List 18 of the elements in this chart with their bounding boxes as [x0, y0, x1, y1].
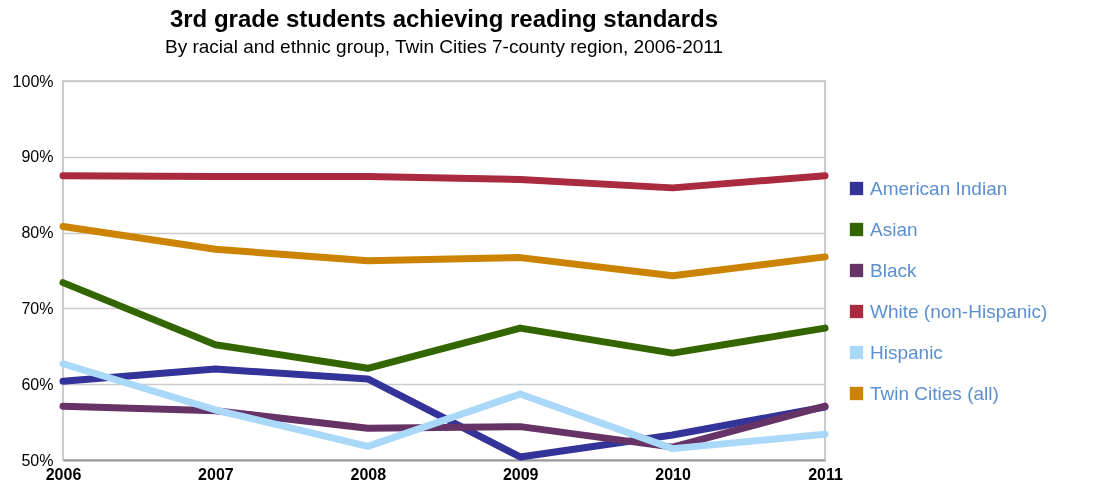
legend-label: Twin Cities (all)	[870, 382, 999, 404]
legend-label: Hispanic	[870, 341, 943, 363]
legend-label: Black	[870, 259, 917, 281]
legend-label: American Indian	[870, 177, 1008, 199]
y-tick-label: 60%	[21, 375, 54, 393]
chart-title: 3rd grade students achieving reading standards	[169, 5, 719, 32]
x-tick-label: 2010	[655, 465, 691, 483]
y-tick-label: 70%	[21, 299, 54, 317]
x-tick-label: 2009	[502, 465, 539, 483]
x-tick-label: 2011	[808, 465, 843, 483]
y-tick-label: 80%	[21, 224, 54, 242]
x-tick-label: 2007	[198, 465, 234, 483]
legend-label: White (non-Hispanic)	[870, 300, 1048, 322]
y-tick-label: 90%	[21, 148, 54, 166]
y-tick-label: 100%	[12, 72, 54, 90]
x-tick-label: 2008	[350, 465, 387, 483]
legend-label: Asian	[870, 218, 918, 240]
chart-subtitle: By racial and ethnic group, Twin Cities 7-county region, 2006-2011	[164, 36, 724, 57]
